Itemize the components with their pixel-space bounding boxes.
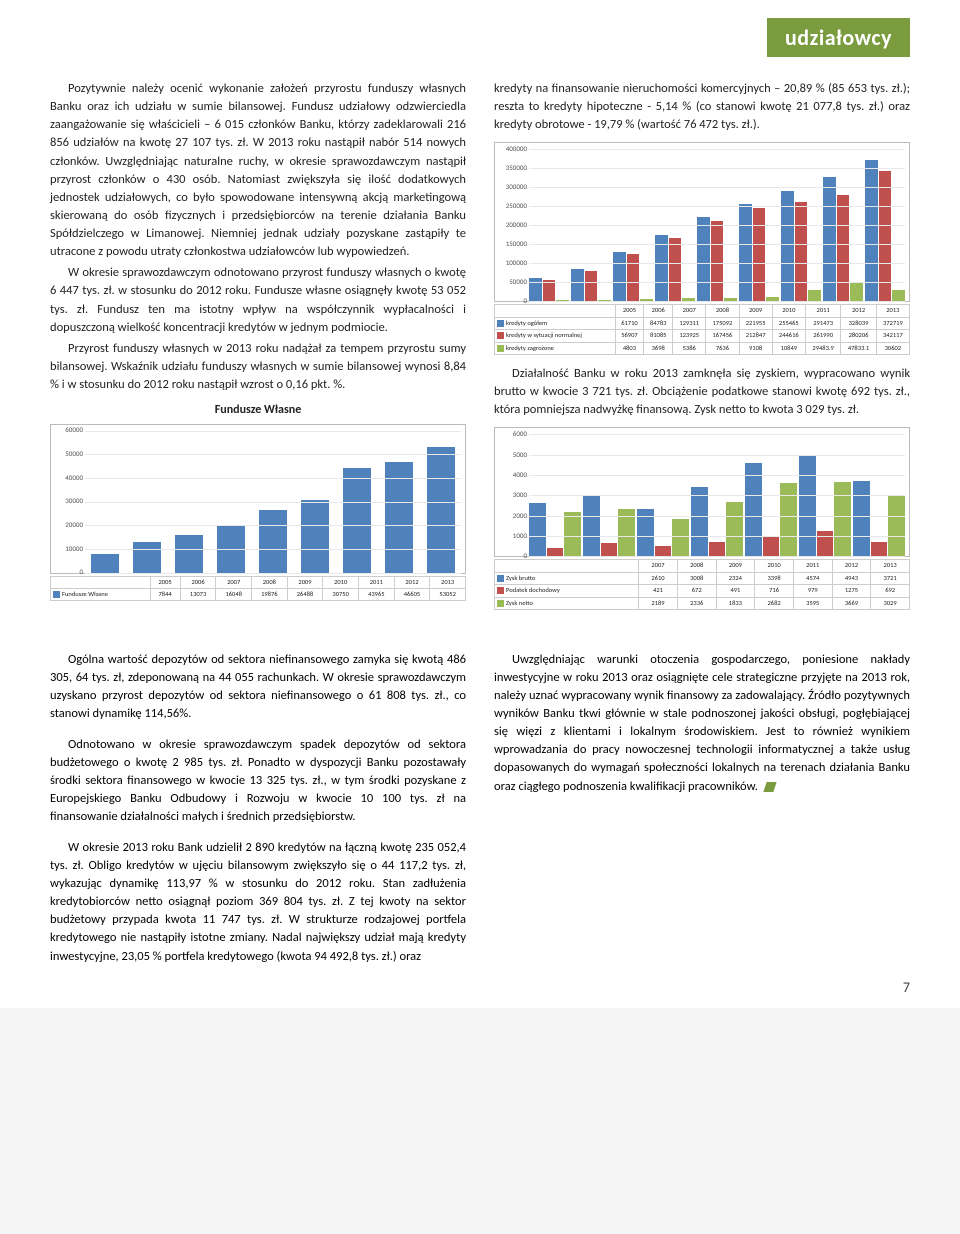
- paragraph: Pozytywnie należy ocenić wykonanie założ…: [50, 80, 466, 261]
- page-number: 7: [903, 979, 910, 996]
- section-tab: udziałowcy: [767, 18, 910, 57]
- chart-title: Fundusze Własne: [50, 402, 466, 419]
- page: udziałowcy Pozytywnie należy ocenić wyko…: [0, 0, 960, 1008]
- left-column: Pozytywnie należy ocenić wykonanie założ…: [50, 80, 466, 620]
- paragraph: W okresie sprawozdawczym odnotowano przy…: [50, 264, 466, 337]
- chart-data-table: 200520062007200820092010201120122013kred…: [494, 304, 910, 355]
- chart-fundusze-wlasne: Fundusze Własne 010000200003000040000500…: [50, 402, 466, 601]
- chart-plot-area: 0500001000001500002000002500003000003500…: [494, 142, 910, 302]
- chart-zysk: 0100020003000400050006000 20072008200920…: [494, 427, 910, 610]
- paragraph: W okresie 2013 roku Bank udzielił 2 890 …: [50, 839, 466, 966]
- paragraph: Przyrost funduszy własnych w 2013 roku n…: [50, 340, 466, 394]
- chart-data-table: 200520062007200820092010201120122013Fund…: [50, 576, 466, 602]
- paragraph: Działalność Banku w roku 2013 zamknęła s…: [494, 365, 910, 419]
- chart-kredyty: 0500001000001500002000002500003000003500…: [494, 142, 910, 355]
- paragraph: Odnotowano w okresie sprawozdawczym spad…: [50, 736, 466, 827]
- chart-plot-area: 0100020003000400050006000: [494, 427, 910, 557]
- paragraph: Ogólna wartość depozytów od sektora nief…: [50, 651, 466, 724]
- lower-left-column: Ogólna wartość depozytów od sektora nief…: [50, 638, 466, 978]
- paragraph: kredyty na finansowanie nieruchomości ko…: [494, 80, 910, 134]
- end-mark-icon: [763, 782, 776, 792]
- paragraph-text: Uwzględniając warunki otoczenia gospodar…: [494, 652, 910, 794]
- text-columns: Pozytywnie należy ocenić wykonanie założ…: [50, 0, 910, 620]
- right-column: kredyty na finansowanie nieruchomości ko…: [494, 80, 910, 620]
- chart-data-table: 2007200820092010201120122013Zysk brutto2…: [494, 559, 910, 610]
- paragraph: Uwzględniając warunki otoczenia gospodar…: [494, 651, 910, 796]
- chart-plot-area: 0100002000030000400005000060000: [50, 424, 466, 574]
- lower-text-columns: Ogólna wartość depozytów od sektora nief…: [50, 638, 910, 978]
- lower-right-column: Uwzględniając warunki otoczenia gospodar…: [494, 638, 910, 978]
